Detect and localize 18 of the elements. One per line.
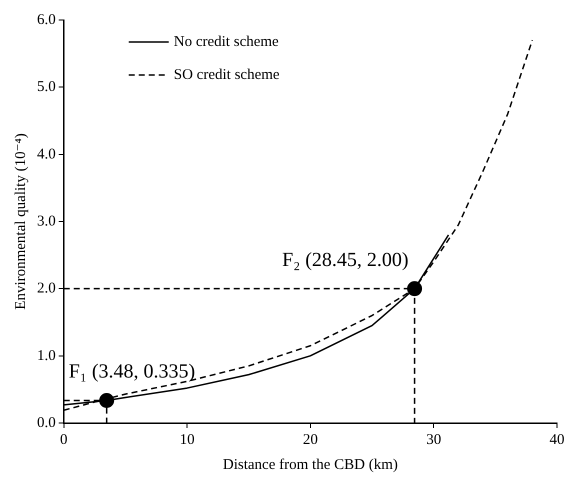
annotation: F₁ (3.48, 0.335) [68, 360, 196, 383]
y-tick-label: 0.0 [37, 414, 56, 431]
x-tick-label: 0 [60, 432, 68, 448]
y-axis-title: Environmental quality (10⁻⁴) [12, 133, 29, 310]
x-axis-title: Distance from the CBD (km) [222, 456, 398, 473]
y-tick-label: 2.0 [37, 280, 56, 297]
legend-label: SO credit scheme [174, 66, 280, 83]
annotation: F₂ (28.45, 2.00) [282, 248, 409, 271]
y-tick-label: 4.0 [37, 146, 56, 162]
x-tick-label: 40 [550, 432, 564, 448]
legend-label: No credit scheme [174, 34, 280, 50]
y-tick-label: 3.0 [37, 213, 56, 230]
y-tick-label: 5.0 [37, 79, 56, 96]
x-tick-label: 10 [180, 432, 195, 448]
x-tick-label: 30 [426, 432, 442, 448]
y-tick-label: 6.0 [37, 12, 56, 28]
y-tick-label: 1.0 [37, 348, 56, 364]
x-tick-label: 20 [302, 432, 318, 448]
